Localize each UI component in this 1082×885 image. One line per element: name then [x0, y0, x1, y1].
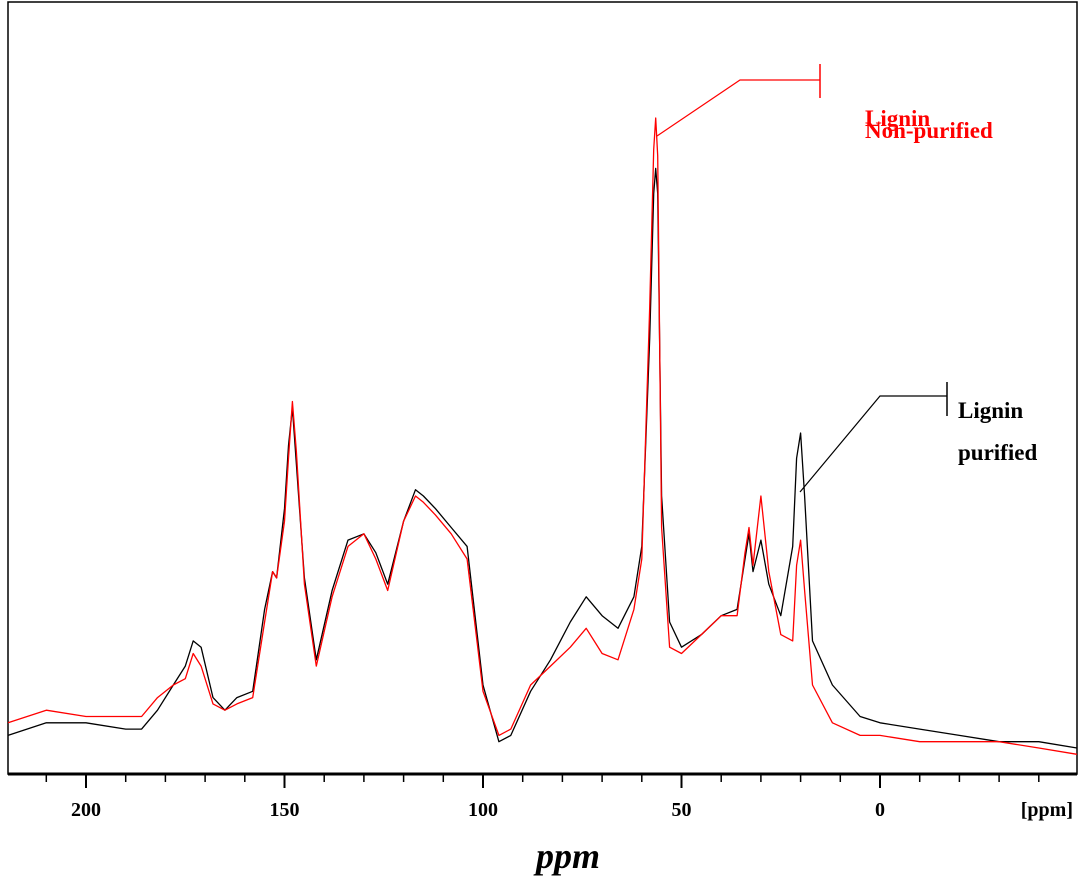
x-tick-label: 200	[71, 799, 101, 821]
x-tick-label: 0	[875, 799, 885, 821]
legend-label-purified-line2: purified	[958, 440, 1037, 465]
x-axis-unit-label: [ppm]	[1021, 799, 1073, 821]
x-axis-major-ticks	[85, 774, 881, 788]
x-axis-minor-ticks	[45, 774, 1040, 782]
legend-purified: Lignin purified	[799, 382, 1037, 493]
x-tick-label: 100	[468, 799, 498, 821]
x-axis-title: ppm	[533, 836, 600, 876]
x-axis-tick-labels: 200 150 100 50 0	[71, 799, 885, 821]
legend-label-purified-line1: Lignin	[958, 398, 1023, 423]
legend-label-non-purified-line2: Non-purified	[865, 118, 993, 143]
legend-leader-purified	[799, 395, 947, 493]
series-line-non-purified	[7, 117, 1078, 755]
legend-leader-non-purified	[656, 79, 820, 137]
legend-label-purified: Lignin purified	[958, 398, 1037, 465]
legend-label-non-purified-line1: Lignin	[865, 106, 930, 131]
legend-non-purified: Lignin Non-purified	[656, 64, 993, 143]
series-lines	[7, 117, 1078, 755]
series-line-purified	[7, 167, 1078, 749]
legend-label-non-purified: Lignin Non-purified	[865, 106, 993, 143]
x-tick-label: 150	[270, 799, 300, 821]
x-tick-label: 50	[672, 799, 692, 821]
